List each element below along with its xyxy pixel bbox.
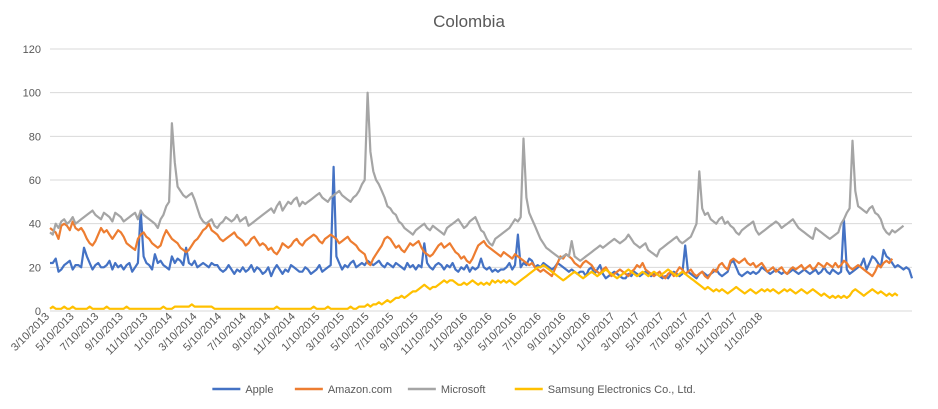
legend-label: Samsung Electronics Co., Ltd. bbox=[548, 384, 696, 396]
series-lines bbox=[49, 91, 914, 310]
chart-title: Colombia bbox=[433, 12, 505, 31]
y-tick-label: 60 bbox=[29, 175, 41, 187]
y-tick-label: 100 bbox=[23, 88, 41, 100]
y-tick-label: 0 bbox=[35, 306, 41, 318]
legend-label: Apple bbox=[245, 384, 273, 396]
y-axis-ticks: 0 20 40 60 80 100 120 bbox=[23, 44, 41, 318]
legend-label: Microsoft bbox=[441, 384, 486, 396]
series-line-3 bbox=[49, 264, 899, 310]
gridlines bbox=[50, 48, 912, 312]
legend-label: Amazon.com bbox=[328, 384, 392, 396]
series-line-2 bbox=[49, 91, 905, 262]
x-axis-ticks: 3/10/20135/10/20137/10/20139/10/201311/1… bbox=[9, 311, 765, 358]
y-tick-label: 20 bbox=[29, 262, 41, 274]
series-line-0 bbox=[50, 165, 914, 280]
y-tick-label: 40 bbox=[29, 219, 41, 231]
y-tick-label: 80 bbox=[29, 131, 41, 143]
y-tick-label: 120 bbox=[23, 44, 41, 56]
series-line-1 bbox=[49, 220, 894, 280]
legend: Apple Amazon.com Microsoft Samsung Electron… bbox=[212, 384, 696, 396]
